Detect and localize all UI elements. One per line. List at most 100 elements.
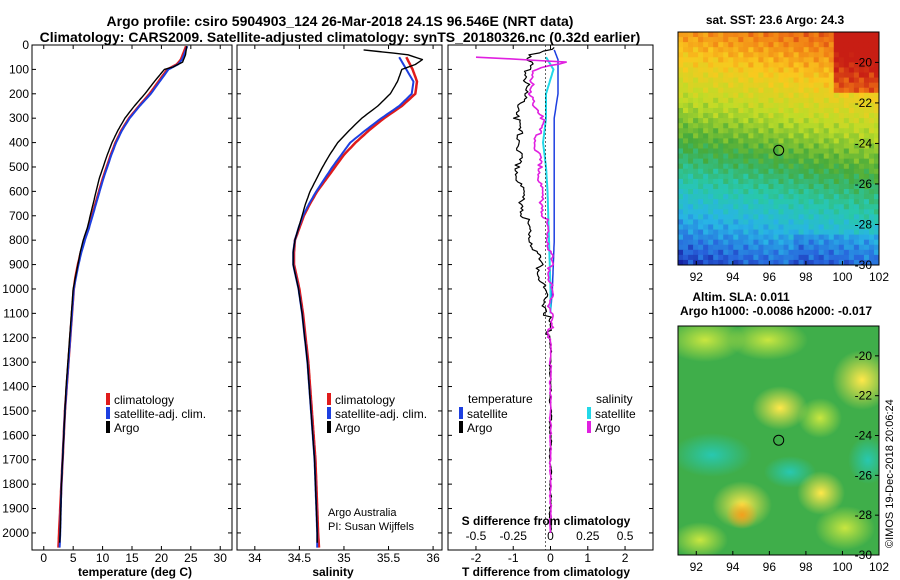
- legend-swatch-satellite: [106, 407, 110, 419]
- sst-cell: [748, 37, 754, 43]
- sst-cell: [758, 62, 764, 68]
- sst-cell: [753, 249, 759, 256]
- sst-cell: [818, 249, 825, 256]
- sst-cell: [823, 153, 830, 160]
- sst-cell: [768, 97, 774, 104]
- sst-cell: [798, 163, 805, 170]
- sst-cell: [678, 239, 684, 246]
- sst-cell: [753, 173, 759, 180]
- sst-cell: [843, 168, 850, 175]
- sst-cell: [773, 82, 779, 89]
- sst-cell: [678, 57, 684, 63]
- sst-cell: [863, 128, 870, 134]
- sst-cell: [783, 67, 789, 73]
- sst-cell: [803, 143, 810, 149]
- sst-cell: [803, 234, 810, 241]
- sst-cell: [748, 229, 754, 236]
- sst-cell: [783, 143, 789, 149]
- sst-cell: [813, 224, 820, 230]
- sst-cell: [768, 102, 774, 109]
- sst-cell: [803, 57, 810, 63]
- sst-cell: [768, 199, 774, 205]
- sst-cell: [873, 37, 880, 43]
- sst-cell: [683, 118, 689, 124]
- sst-cell: [828, 173, 835, 180]
- sst-cell: [813, 133, 820, 139]
- sst-cell: [753, 194, 759, 200]
- sst-cell: [868, 107, 875, 114]
- sst-cell: [828, 234, 835, 241]
- sst-cell: [798, 148, 805, 154]
- sst-cell: [733, 259, 739, 266]
- sst-cell: [708, 168, 714, 175]
- sst-cell: [823, 143, 830, 149]
- sst-cell: [778, 138, 784, 144]
- sst-cell: [748, 189, 754, 195]
- sst-cell: [833, 92, 840, 99]
- sst-cell: [833, 123, 840, 129]
- sst-cell: [783, 87, 789, 94]
- sst-cell: [708, 163, 714, 170]
- sst-cell: [743, 214, 749, 220]
- sst-cell: [683, 244, 689, 251]
- sst-cell: [818, 209, 825, 215]
- sst-cell: [788, 254, 794, 261]
- sst-cell: [703, 199, 709, 205]
- sst-cell: [738, 194, 744, 200]
- sst-cell: [743, 204, 749, 210]
- sst-cell: [853, 52, 860, 58]
- sst-cell: [728, 183, 734, 190]
- sst-cell: [698, 259, 704, 266]
- salinity-legend: climatology satellite-adj. clim. Argo Ar…: [327, 393, 427, 533]
- sst-cell: [688, 153, 694, 160]
- sst-cell: [848, 37, 855, 43]
- sst-cell: [698, 249, 704, 256]
- sst-cell: [713, 168, 719, 175]
- sst-cell: [678, 47, 684, 53]
- sst-cell: [738, 32, 744, 38]
- sst-cell: [688, 67, 694, 73]
- sst-cell: [743, 57, 749, 63]
- sst-cell: [858, 189, 865, 195]
- sst-cell: [678, 158, 684, 165]
- sst-cell: [848, 234, 855, 241]
- sst-cell: [688, 249, 694, 256]
- sst-cell: [798, 158, 805, 165]
- sst-cell: [813, 239, 820, 246]
- lon-tick-label: 98: [799, 270, 813, 284]
- series-line-temperature-satellite: [549, 49, 559, 314]
- sst-cell: [808, 47, 815, 53]
- sst-cell: [843, 62, 850, 68]
- sst-cell: [818, 118, 825, 124]
- sst-cell: [778, 42, 784, 48]
- sst-cell: [818, 219, 825, 225]
- sst-cell: [833, 229, 840, 236]
- sst-cell: [698, 153, 704, 160]
- sst-cell: [818, 92, 825, 99]
- sst-cell: [758, 158, 764, 165]
- imos-credit: ©IMOS 19-Dec-2018 20:06:24: [884, 399, 896, 548]
- sst-cell: [758, 148, 764, 154]
- sst-cell: [728, 259, 734, 266]
- sst-cell: [803, 204, 810, 210]
- sst-cell: [708, 97, 714, 104]
- sst-cell: [708, 153, 714, 160]
- sst-cell: [733, 224, 739, 230]
- sst-cell: [773, 173, 779, 180]
- sst-cell: [863, 97, 870, 104]
- sst-cell: [738, 199, 744, 205]
- sst-cell: [733, 199, 739, 205]
- sst-cell: [683, 138, 689, 144]
- sst-cell: [818, 229, 825, 236]
- sst-cell: [798, 72, 805, 78]
- sst-cell: [783, 194, 789, 200]
- sst-cell: [678, 87, 684, 94]
- sst-cell: [693, 148, 699, 154]
- sst-cell: [873, 138, 880, 144]
- sst-cell: [848, 47, 855, 53]
- sst-cell: [798, 234, 805, 241]
- sst-cell: [798, 239, 805, 246]
- sst-cell: [793, 239, 800, 246]
- sst-cell: [683, 234, 689, 241]
- sst-cell: [758, 219, 764, 225]
